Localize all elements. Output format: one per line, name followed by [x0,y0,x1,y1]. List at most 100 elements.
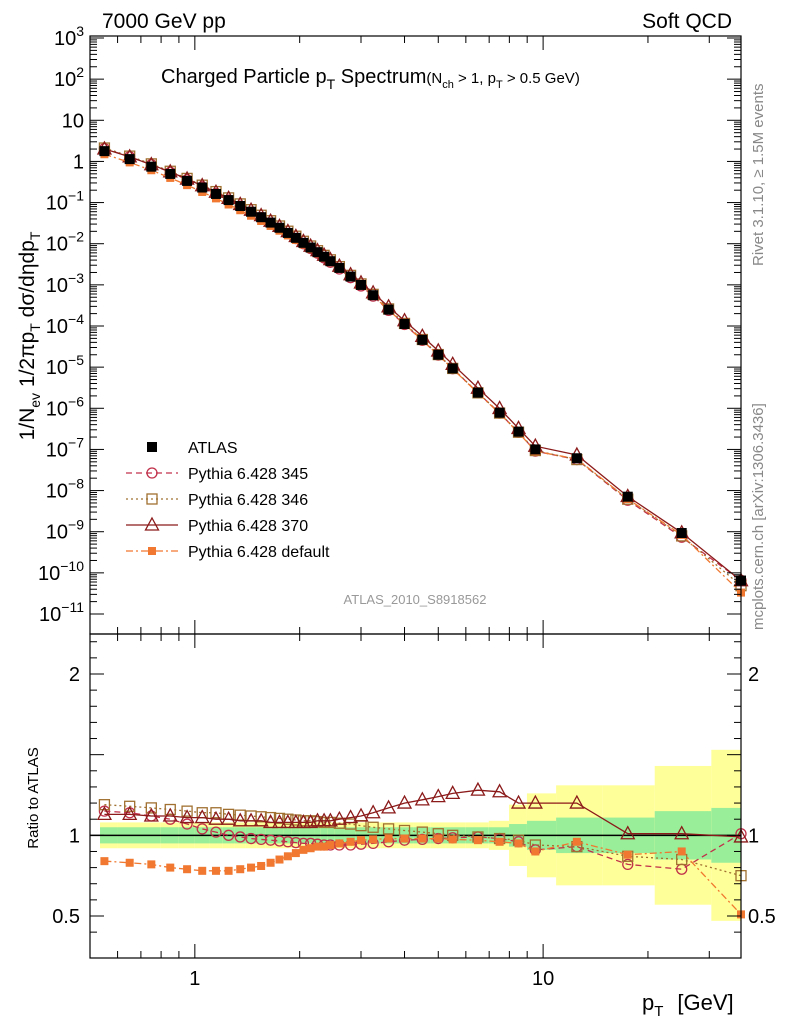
atlas-point [622,491,633,502]
legend-marker [148,547,156,555]
upper-line-3 [104,148,742,582]
ratio-point [262,814,279,829]
ratio-series-4 [100,834,745,919]
ratio-point [198,866,207,875]
upper-y-tick-label: 10−10 [38,558,84,585]
ratio-point [326,841,335,850]
ratio-point [331,810,347,825]
ratio-point [430,788,446,803]
x-tick-label: 10 [532,968,554,990]
atlas-point [334,262,345,273]
ratio-point [418,834,427,843]
ratio-point [414,791,430,806]
ratio-point [243,812,259,827]
atlas-point [282,227,293,238]
ratio-point [210,826,222,838]
atlas-point [417,334,428,345]
atlas-point [494,407,505,418]
ratio-point [531,847,540,856]
atlas-point [182,175,193,186]
ratio-point [290,836,302,849]
ratio-point [224,866,233,875]
ratio-point [210,807,222,819]
atlas-point [383,304,394,315]
ratio-y-tick-label-right: 1 [748,825,759,847]
atlas-point [571,453,582,464]
ratio-point [674,825,690,840]
atlas-point [290,232,301,243]
ratio-point [122,805,138,821]
axis-ticks [89,36,741,958]
atlas-point [399,318,410,329]
header-right: Soft QCD [642,10,732,33]
upper-y-tick-label: 10−6 [46,393,84,420]
svg-text:pT[GeV]: pT [GeV] [642,990,734,1020]
ratio-point [369,835,378,844]
legend-item: Pythia 6.428 345 [126,466,308,483]
legend-item: Pythia 6.428 370 [126,516,308,535]
atlas-point [325,256,336,267]
ratio-point [271,814,288,829]
ratio-point [143,807,159,822]
ratio-point [98,799,111,811]
ratio-point [211,866,220,875]
ratio-point [291,849,300,858]
atlas-point [345,271,356,282]
ratio-point [470,781,486,796]
atlas-point [676,528,687,539]
atlas-point [210,188,221,199]
atlas-point [274,222,285,233]
ratio-point [247,863,256,872]
ratio-point [448,835,457,844]
legend-label: Pythia 6.428 370 [188,518,308,535]
ratio-point [222,829,235,841]
ratio-point [280,814,296,829]
ratio-point [416,833,428,846]
ratio-point [382,823,395,835]
upper-y-tick-label: 10−5 [46,352,84,379]
atlas-point [513,426,524,437]
upper-y-tick-label: 10−9 [46,517,84,544]
ratio-point [322,812,338,827]
ratio-point [492,783,508,798]
ratio-point [166,863,175,872]
upper-y-tick-labels: 10310210110−110−210−310−410−510−610−710−… [38,23,84,626]
ratio-y-tick-label-left: 0.5 [52,906,80,928]
legend-label: ATLAS [188,440,238,457]
ratio-point [495,837,504,846]
upper-line-1 [104,147,742,581]
ratio-point [183,865,192,874]
legend-item: ATLAS [147,440,238,457]
atlas-point [265,217,276,228]
legend: ATLAS Pythia 6.428 345 Pythia 6.428 346 Pyt… [126,440,330,561]
atlas-point [146,161,157,172]
ratio-point [396,794,413,809]
upper-series-layer [96,140,749,597]
atlas-point [368,290,379,301]
ratio-y-tick-label-right: 0.5 [748,906,776,928]
ratio-point [96,805,113,821]
atlas-point [124,154,135,165]
atlas-point [530,444,541,455]
ratio-point [365,804,381,819]
atlas-point [256,212,267,223]
atlas-point [433,349,444,360]
ratio-point [677,847,686,856]
ratio-point [514,839,523,848]
atlas-point [356,279,367,290]
ratio-point [367,821,379,833]
ratio-point [335,839,344,848]
ratio-point [266,858,275,867]
ratio-point [473,836,482,845]
upper-y-tick-label: 10−11 [39,599,84,626]
upper-y-tick-label: 10 [62,110,84,132]
ratio-point [384,834,393,843]
ratio-point [400,834,409,843]
ratio-point [527,794,543,809]
ratio-point [569,794,585,809]
ratio-point [236,865,245,874]
legend-marker [146,493,158,505]
ratio-point [380,799,397,814]
upper-y-tick-label: 10−2 [46,229,84,256]
